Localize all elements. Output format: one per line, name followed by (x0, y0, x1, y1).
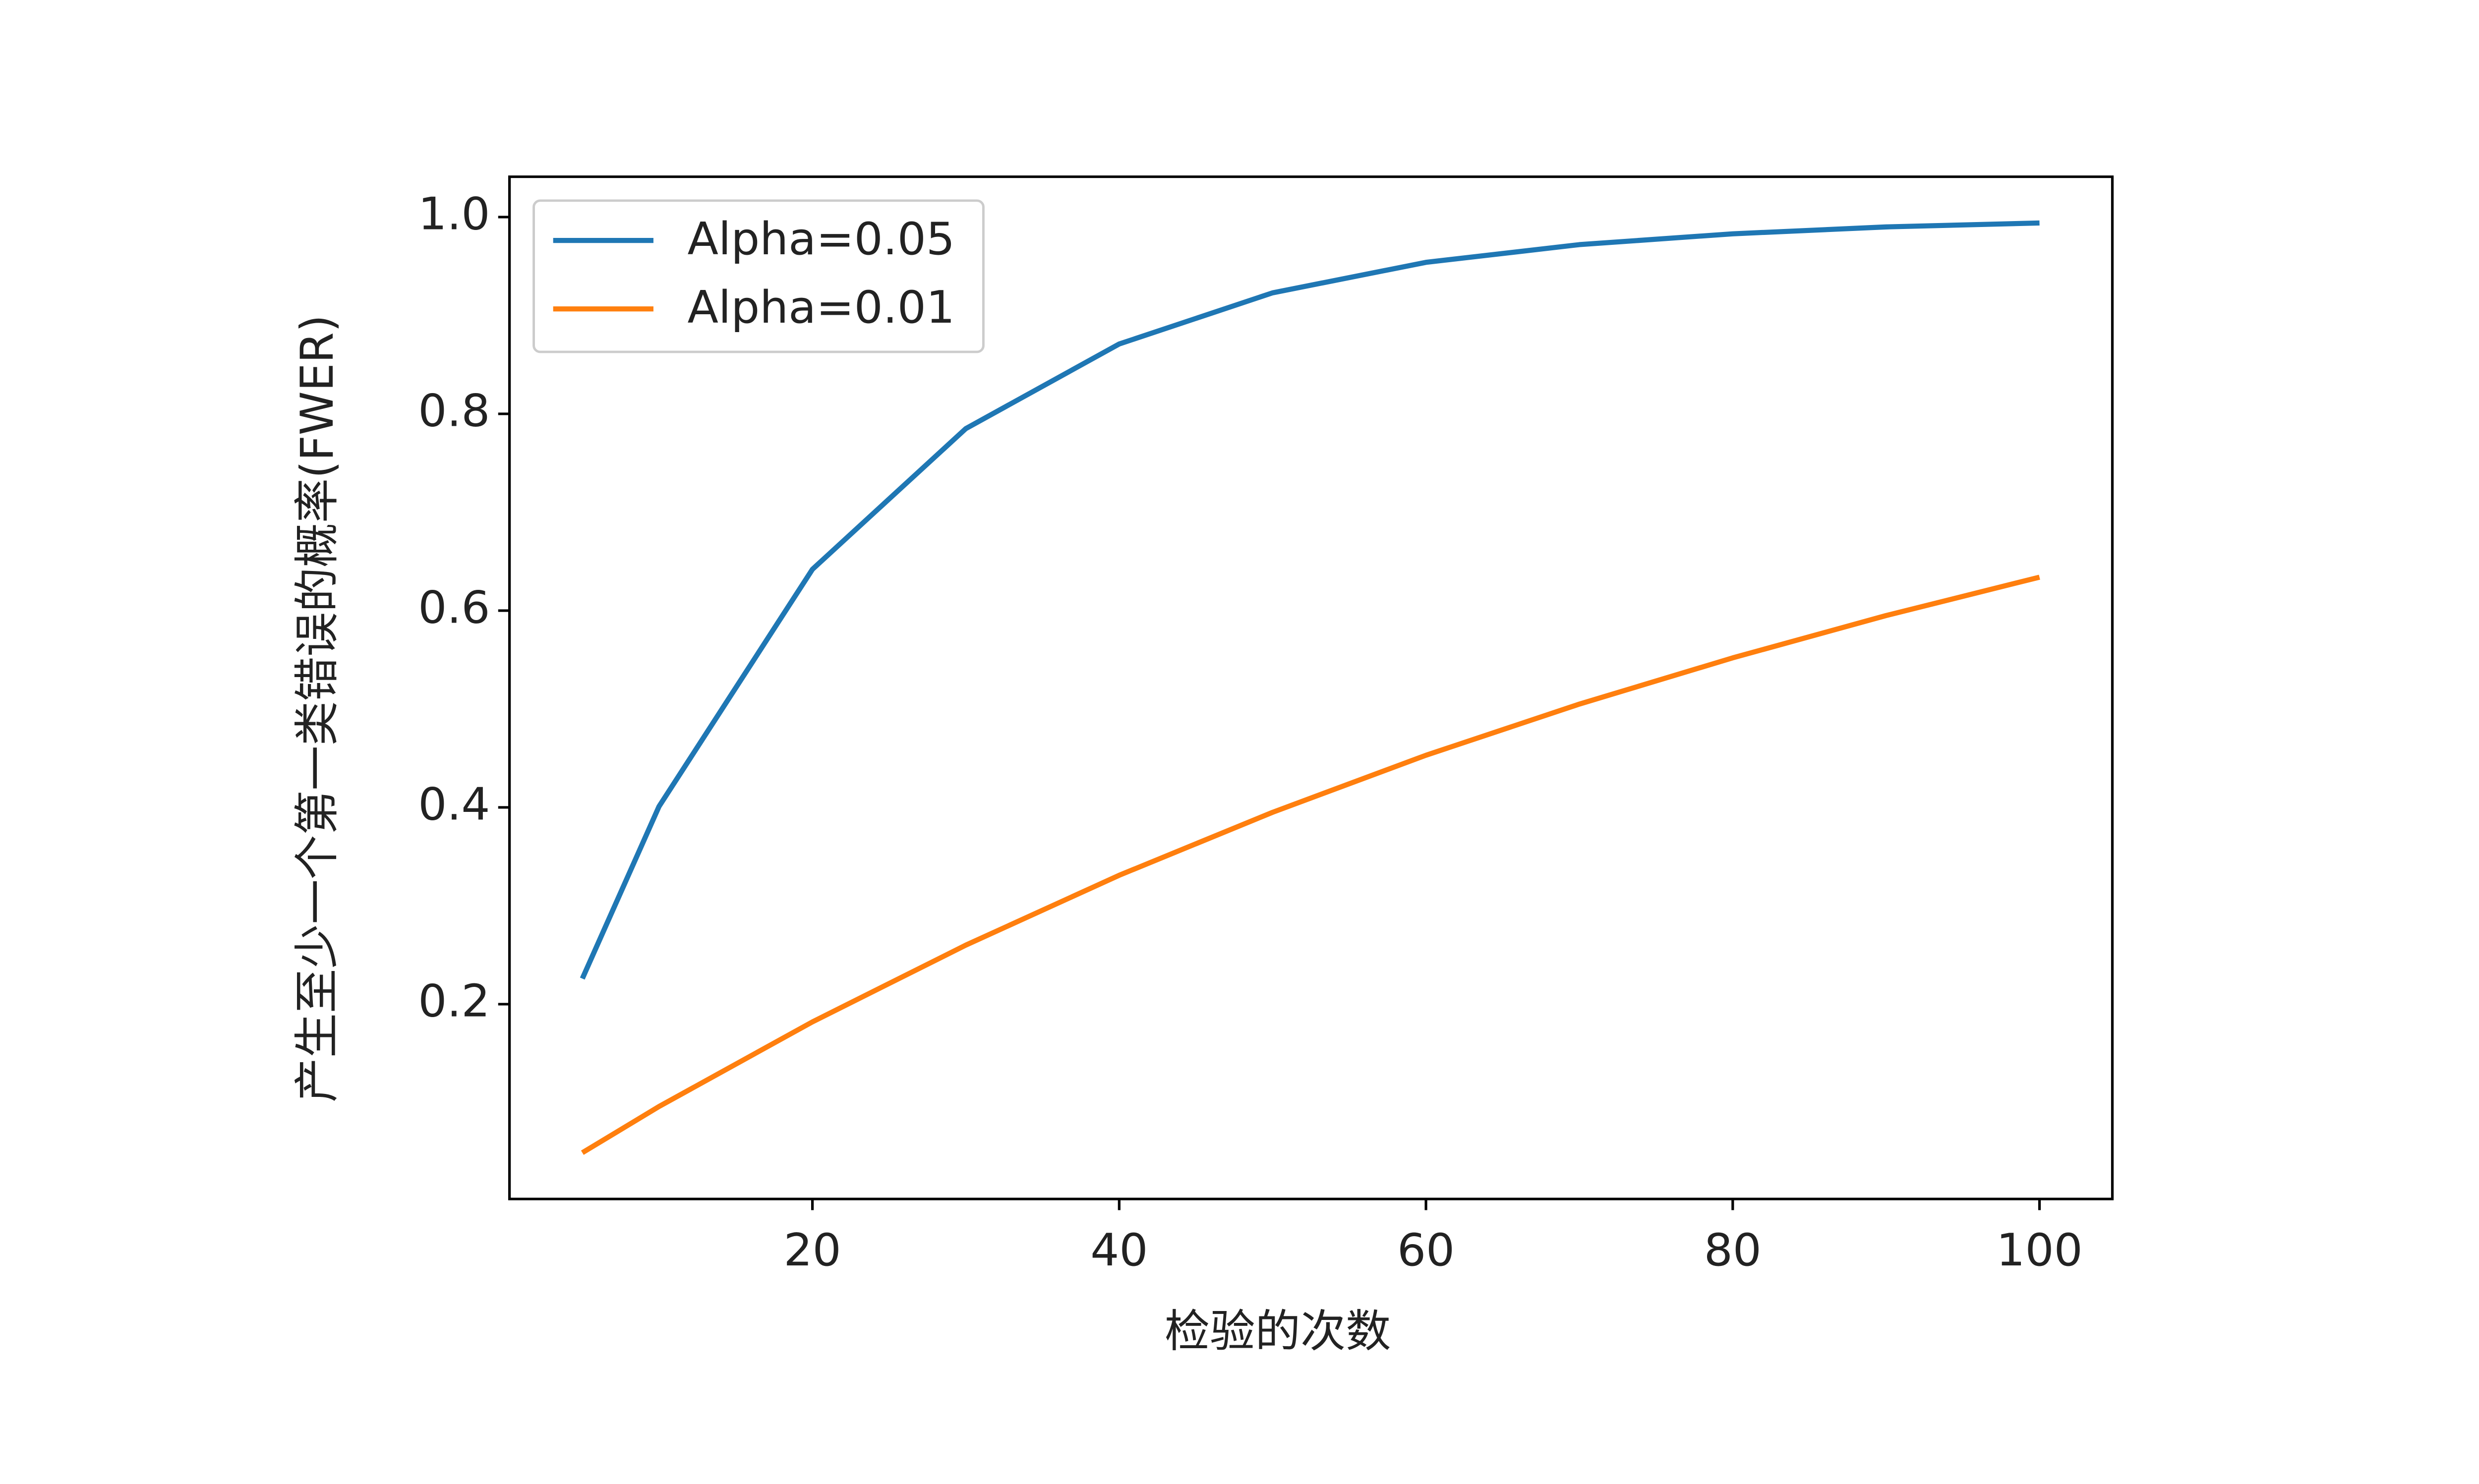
y-tick-label: 1.0 (418, 188, 490, 240)
x-tick-label: 40 (1090, 1225, 1148, 1276)
series-line (580, 220, 2040, 980)
x-tick-label: 60 (1397, 1225, 1455, 1276)
legend-label: Alpha=0.01 (687, 282, 954, 334)
x-axis-label: 检验的次数 (1165, 1306, 1391, 1357)
y-tick-label: 0.2 (418, 975, 490, 1027)
y-tick-label: 0.8 (418, 385, 490, 437)
legend-label: Alpha=0.05 (687, 214, 954, 265)
y-tick-label: 0.6 (418, 582, 490, 633)
x-tick-label: 100 (1996, 1225, 2082, 1276)
y-tick-label: 0.4 (418, 779, 490, 830)
x-tick-label: 20 (783, 1225, 841, 1276)
y-axis-label: 产生至少一个第一类错误的概率(FWER) (291, 315, 344, 1102)
plot-frame (508, 175, 2114, 1200)
series-line (581, 574, 2040, 1155)
x-tick-label: 80 (1704, 1225, 1762, 1276)
